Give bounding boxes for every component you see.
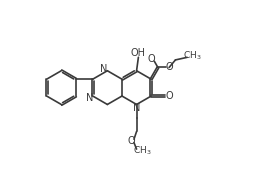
Text: N: N — [100, 64, 108, 74]
Text: N: N — [133, 103, 140, 113]
Text: O: O — [127, 136, 135, 146]
Text: CH$_3$: CH$_3$ — [183, 50, 202, 62]
Text: CH$_3$: CH$_3$ — [133, 144, 152, 157]
Text: O: O — [148, 54, 155, 64]
Text: O: O — [165, 91, 173, 101]
Text: N: N — [86, 93, 93, 103]
Text: OH: OH — [131, 48, 146, 58]
Text: O: O — [165, 62, 173, 72]
